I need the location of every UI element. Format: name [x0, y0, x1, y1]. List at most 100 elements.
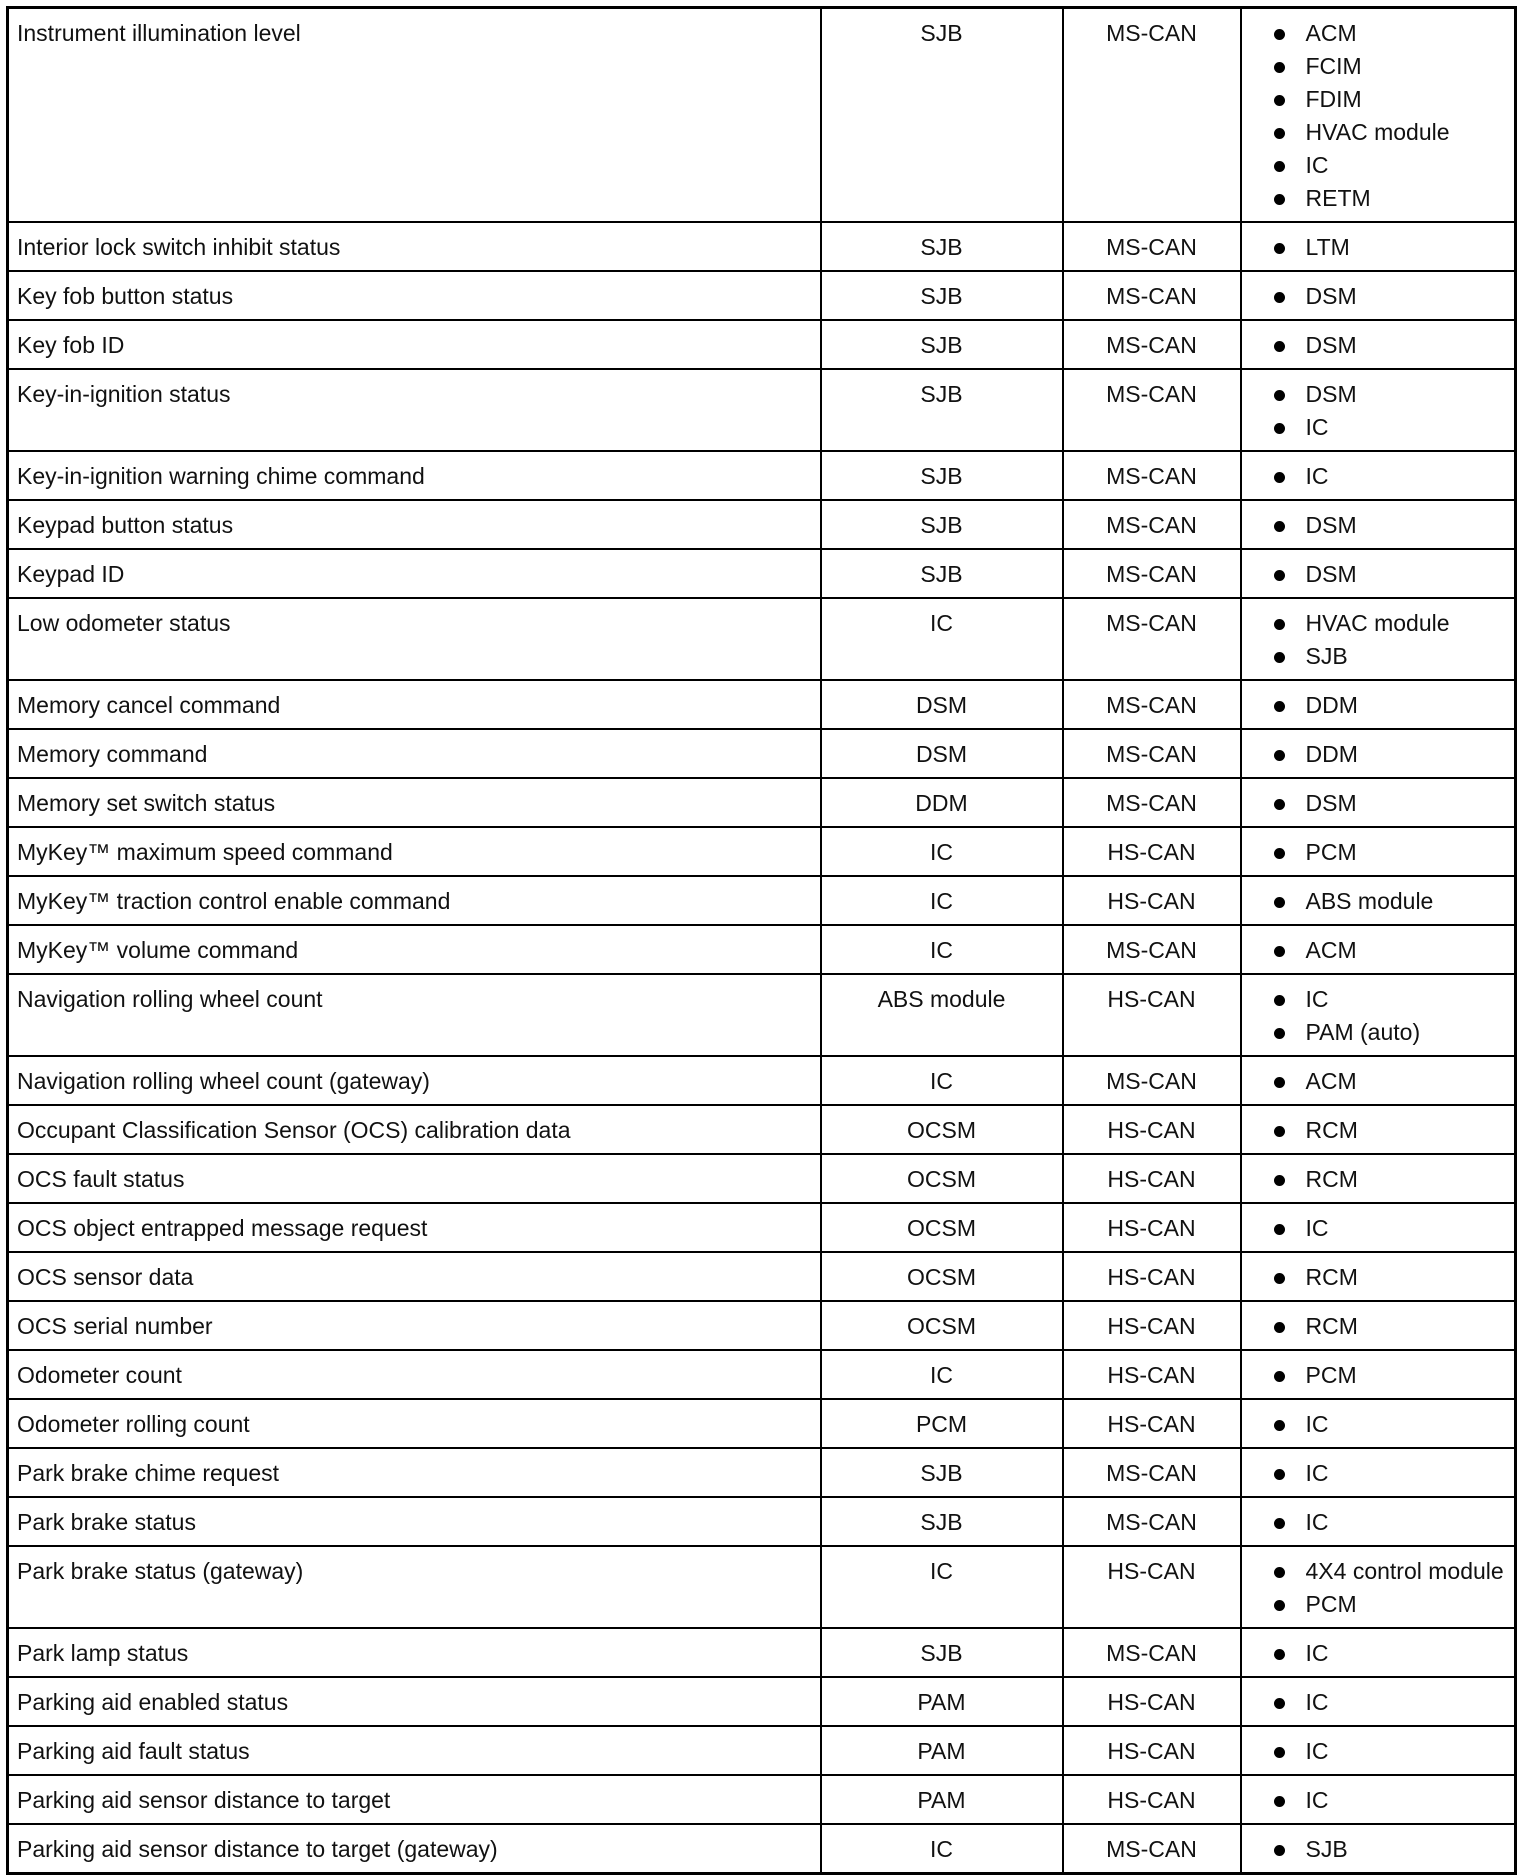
table-row: Memory set switch status DDM MS-CAN DSM: [6, 777, 1517, 828]
receivers-cell: IC: [1239, 1398, 1517, 1449]
receivers-cell: DSM: [1239, 499, 1517, 550]
table-body: Instrument illumination level SJB MS-CAN AC…: [6, 6, 1517, 1875]
receivers-cell: RCM: [1239, 1104, 1517, 1155]
receivers-cell: LTM: [1239, 221, 1517, 272]
source-cell: PAM: [819, 1725, 1064, 1776]
receiver-list: RCM: [1250, 1114, 1507, 1147]
network-cell: HS-CAN: [1061, 1202, 1242, 1253]
table-row: Memory command DSM MS-CAN DDM: [6, 728, 1517, 779]
network-cell: MS-CAN: [1061, 679, 1242, 730]
receiver-item: IC: [1273, 149, 1507, 182]
table-row: Key-in-ignition status SJB MS-CAN DSM IC: [6, 368, 1517, 452]
table-row: OCS serial number OCSM HS-CAN RCM: [6, 1300, 1517, 1351]
table-row: Park brake chime request SJB MS-CAN IC: [6, 1447, 1517, 1498]
receiver-item: DSM: [1273, 378, 1507, 411]
table-row: Navigation rolling wheel count ABS module…: [6, 973, 1517, 1057]
receiver-item: ACM: [1273, 17, 1507, 50]
source-cell: ABS module: [819, 973, 1064, 1057]
receiver-list: DSM IC: [1250, 378, 1507, 444]
receiver-list: IC: [1250, 1784, 1507, 1817]
network-cell: HS-CAN: [1061, 1153, 1242, 1204]
table-row: Park lamp status SJB MS-CAN IC: [6, 1627, 1517, 1678]
message-cell: Parking aid sensor distance to target (g…: [6, 1823, 822, 1875]
table-row: Key fob button status SJB MS-CAN DSM: [6, 270, 1517, 321]
receivers-cell: IC: [1239, 1676, 1517, 1727]
receivers-cell: IC PAM (auto): [1239, 973, 1517, 1057]
receiver-item: DDM: [1273, 738, 1507, 771]
receiver-item: RCM: [1273, 1261, 1507, 1294]
receiver-item: 4X4 control module: [1273, 1555, 1507, 1588]
receiver-item: DDM: [1273, 689, 1507, 722]
message-cell: Park brake status (gateway): [6, 1545, 822, 1629]
message-cell: Parking aid fault status: [6, 1725, 822, 1776]
source-cell: SJB: [819, 548, 1064, 599]
receiver-list: IC PAM (auto): [1250, 983, 1507, 1049]
receiver-list: IC: [1250, 1457, 1507, 1490]
receiver-list: DSM: [1250, 329, 1507, 362]
message-cell: Key fob ID: [6, 319, 822, 370]
receiver-item: RCM: [1273, 1310, 1507, 1343]
table-row: MyKey™ traction control enable command IC…: [6, 875, 1517, 926]
receivers-cell: RCM: [1239, 1153, 1517, 1204]
receiver-item: SJB: [1273, 640, 1507, 673]
receiver-item: IC: [1273, 411, 1507, 444]
receiver-item: PCM: [1273, 1359, 1507, 1392]
receiver-list: ACM FCIM FDIM HVAC module IC RETM: [1250, 17, 1507, 215]
receiver-item: IC: [1273, 1735, 1507, 1768]
table-row: Occupant Classification Sensor (OCS) cal…: [6, 1104, 1517, 1155]
receiver-list: IC: [1250, 1408, 1507, 1441]
receiver-list: RCM: [1250, 1163, 1507, 1196]
receiver-item: IC: [1273, 1506, 1507, 1539]
source-cell: OCSM: [819, 1251, 1064, 1302]
receiver-item: IC: [1273, 983, 1507, 1016]
receiver-list: DSM: [1250, 509, 1507, 542]
receiver-list: HVAC module SJB: [1250, 607, 1507, 673]
receiver-list: LTM: [1250, 231, 1507, 264]
message-cell: OCS sensor data: [6, 1251, 822, 1302]
receiver-list: IC: [1250, 1637, 1507, 1670]
source-cell: IC: [819, 1349, 1064, 1400]
network-cell: MS-CAN: [1061, 368, 1242, 452]
receivers-cell: 4X4 control module PCM: [1239, 1545, 1517, 1629]
network-cell: HS-CAN: [1061, 1676, 1242, 1727]
network-cell: MS-CAN: [1061, 319, 1242, 370]
table-row: Keypad button status SJB MS-CAN DSM: [6, 499, 1517, 550]
receiver-item: RCM: [1273, 1114, 1507, 1147]
message-cell: Parking aid enabled status: [6, 1676, 822, 1727]
table-row: MyKey™ maximum speed command IC HS-CAN PCM: [6, 826, 1517, 877]
network-cell: HS-CAN: [1061, 973, 1242, 1057]
receiver-item: IC: [1273, 1212, 1507, 1245]
receivers-cell: RCM: [1239, 1251, 1517, 1302]
receiver-item: DSM: [1273, 329, 1507, 362]
source-cell: SJB: [819, 499, 1064, 550]
message-cell: OCS fault status: [6, 1153, 822, 1204]
receiver-item: SJB: [1273, 1833, 1507, 1866]
message-cell: MyKey™ volume command: [6, 924, 822, 975]
message-cell: Keypad button status: [6, 499, 822, 550]
source-cell: SJB: [819, 221, 1064, 272]
receiver-list: PCM: [1250, 1359, 1507, 1392]
message-cell: Memory cancel command: [6, 679, 822, 730]
receivers-cell: PCM: [1239, 1349, 1517, 1400]
network-cell: HS-CAN: [1061, 1300, 1242, 1351]
source-cell: SJB: [819, 368, 1064, 452]
network-cell: MS-CAN: [1061, 6, 1242, 223]
source-cell: PAM: [819, 1774, 1064, 1825]
receivers-cell: IC: [1239, 1725, 1517, 1776]
receivers-cell: RCM: [1239, 1300, 1517, 1351]
source-cell: SJB: [819, 319, 1064, 370]
message-cell: Instrument illumination level: [6, 6, 822, 223]
receiver-item: DSM: [1273, 280, 1507, 313]
network-cell: MS-CAN: [1061, 1447, 1242, 1498]
receiver-list: IC: [1250, 460, 1507, 493]
message-cell: Key-in-ignition status: [6, 368, 822, 452]
message-cell: OCS serial number: [6, 1300, 822, 1351]
table-row: Key-in-ignition warning chime command SJB…: [6, 450, 1517, 501]
source-cell: DDM: [819, 777, 1064, 828]
network-cell: HS-CAN: [1061, 1725, 1242, 1776]
table-row: Park brake status SJB MS-CAN IC: [6, 1496, 1517, 1547]
receiver-list: SJB: [1250, 1833, 1507, 1866]
receiver-list: 4X4 control module PCM: [1250, 1555, 1507, 1621]
message-cell: Occupant Classification Sensor (OCS) cal…: [6, 1104, 822, 1155]
